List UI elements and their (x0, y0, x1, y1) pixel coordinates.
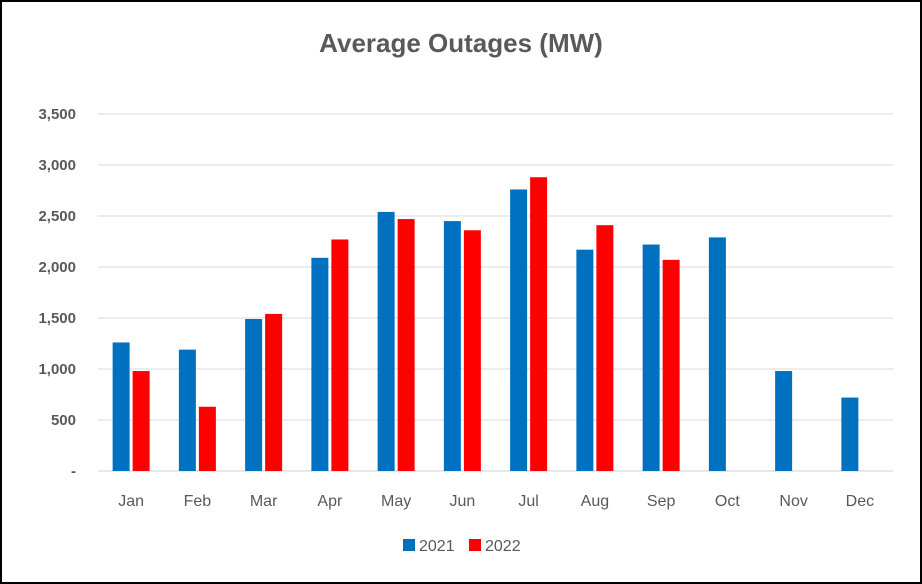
y-tick-label: 1,000 (38, 361, 76, 378)
bar-2021-nov (775, 371, 793, 471)
legend: 2021 2022 (403, 538, 521, 555)
x-tick-label: Apr (317, 493, 343, 510)
y-tick-label: 1,500 (38, 310, 76, 327)
bars (112, 177, 859, 472)
grid-lines (98, 113, 893, 472)
bar-2022-jun (463, 230, 481, 471)
bar-2021-jun (443, 221, 461, 471)
bar-2022-jul (530, 177, 548, 472)
bar-2021-sep (642, 244, 660, 471)
bar-2021-mar (245, 319, 263, 471)
x-tick-label: Aug (581, 493, 609, 510)
bar-2022-may (397, 219, 415, 471)
bar-2022-jan (132, 371, 150, 471)
bar-2022-apr (331, 239, 349, 471)
x-tick-label: Jan (118, 493, 144, 510)
legend-swatch (469, 539, 481, 551)
bar-2022-sep (662, 259, 680, 471)
bar-2021-oct (708, 237, 726, 471)
bar-2021-aug (576, 249, 594, 471)
y-tick-label: 2,500 (38, 208, 76, 225)
x-tick-label: Feb (184, 493, 212, 510)
x-tick-label: Jul (518, 493, 538, 510)
bar-2021-jul (510, 189, 528, 472)
y-tick-label: 3,500 (38, 106, 76, 123)
x-tick-label: May (381, 493, 411, 510)
y-axis-ticks: - 500 1,000 1,500 2,000 2,500 3,000 3,500 (38, 106, 76, 480)
y-tick-label: 2,000 (38, 259, 76, 276)
y-tick-label: - (71, 463, 76, 480)
bar-2021-dec (841, 397, 859, 471)
x-tick-label: Mar (250, 493, 278, 510)
x-tick-label: Sep (647, 493, 676, 510)
bar-2022-mar (265, 313, 283, 471)
x-tick-label: Oct (715, 493, 740, 510)
legend-swatch (403, 539, 415, 551)
x-tick-label: Dec (846, 493, 874, 510)
legend-label: 2021 (419, 538, 455, 555)
x-tick-label: Nov (779, 493, 807, 510)
bar-2021-jan (112, 342, 130, 471)
y-tick-label: 3,000 (38, 157, 76, 174)
bar-2021-apr (311, 257, 329, 471)
bar-2021-feb (178, 349, 196, 471)
bar-2022-aug (596, 225, 614, 471)
x-axis-ticks: Jan Feb Mar Apr May Jun Jul Aug Sep Oct Nov Dec (118, 493, 874, 510)
x-tick-label: Jun (449, 493, 475, 510)
bar-2021-may (377, 211, 395, 472)
y-tick-label: 500 (51, 412, 76, 429)
legend-label: 2022 (485, 538, 521, 555)
bar-2022-feb (198, 406, 216, 471)
chart-title: Average Outages (MW) (319, 28, 603, 58)
